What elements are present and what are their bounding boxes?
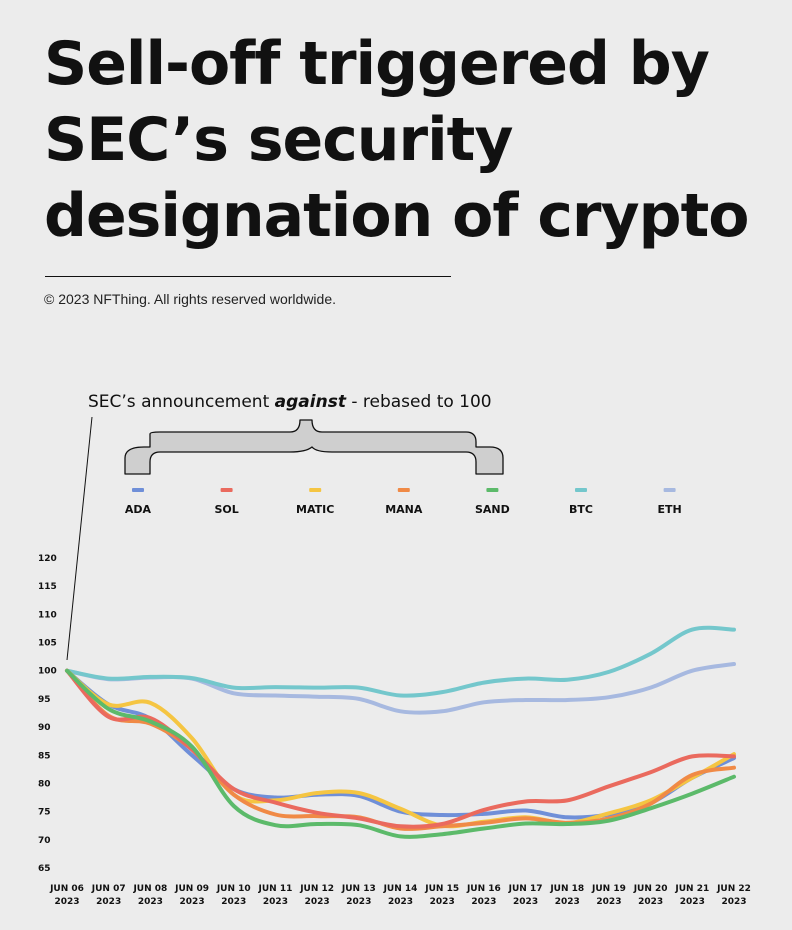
annotation-emphasis: against [275, 392, 347, 412]
x-axis: JUN 06 2023 JUN 07 2023 JUN 08 2023 JUN 09 2023… [49, 884, 751, 907]
legend-swatch [220, 488, 233, 492]
legend-label: SAND [475, 503, 510, 516]
legend-label: ETH [657, 503, 681, 516]
legend-swatch [575, 488, 587, 492]
x-tick-label: JUN 18 2023 [549, 884, 584, 907]
legend-swatch [663, 488, 676, 492]
y-tick-label: 95 [38, 695, 51, 705]
series-line-btc [65, 625, 736, 698]
y-tick-label: 115 [38, 582, 57, 592]
legend-label: MANA [385, 503, 423, 516]
x-tick-label: JUN 16 2023 [466, 884, 501, 907]
x-tick-label: JUN 09 2023 [174, 884, 209, 907]
x-tick-label: JUN 17 2023 [508, 884, 543, 907]
x-tick-label: JUN 13 2023 [341, 884, 376, 907]
y-axis: 65 70 75 80 85 90 95 100 105 110 115 120 [38, 554, 57, 874]
x-tick-label: JUN 21 2023 [674, 884, 709, 907]
series-line-ada [65, 668, 736, 820]
annotation-prefix: SEC’s announcement [88, 392, 275, 412]
y-tick-label: 105 [38, 639, 57, 649]
y-tick-label: 75 [38, 808, 51, 818]
x-tick-label: JUN 08 2023 [132, 884, 167, 907]
series-line-eth [65, 662, 736, 715]
series-line-sand [65, 668, 736, 839]
copyright-notice: © 2023 NFThing. All rights reserved worl… [44, 291, 336, 307]
announcement-annotation: SEC’s announcement against - rebased to … [88, 392, 492, 412]
legend-swatch [132, 488, 144, 492]
legend-label: MATIC [296, 503, 334, 516]
series-line-matic [65, 668, 736, 829]
x-tick-label: JUN 14 2023 [383, 884, 418, 907]
y-tick-label: 85 [38, 751, 51, 761]
x-tick-label: JUN 06 2023 [49, 884, 84, 907]
x-tick-label: JUN 19 2023 [591, 884, 626, 907]
legend-label: SOL [214, 503, 238, 516]
x-tick-label: JUN 10 2023 [216, 884, 251, 907]
series-lines [65, 625, 736, 839]
annotation-leader-line [66, 416, 93, 661]
x-tick-label: JUN 11 2023 [258, 884, 293, 907]
legend-swatch [309, 488, 322, 492]
annotation-suffix: - rebased to 100 [346, 392, 492, 412]
y-tick-label: 120 [38, 554, 57, 564]
legend: ADA SOL MATIC MANA SAND BTC ETH [125, 488, 682, 516]
x-tick-label: JUN 12 2023 [299, 884, 334, 907]
x-tick-label: JUN 07 2023 [91, 884, 126, 907]
y-tick-label: 65 [38, 864, 51, 874]
legend-brace [124, 419, 504, 475]
x-tick-label: JUN 20 2023 [633, 884, 668, 907]
y-tick-label: 100 [38, 667, 57, 677]
legend-swatch [486, 488, 499, 492]
legend-label: BTC [569, 503, 593, 516]
chart-title: Sell-off triggered by SEC’s security des… [44, 29, 749, 251]
legend-swatch [397, 488, 410, 492]
y-tick-label: 80 [38, 779, 51, 789]
y-tick-label: 90 [38, 723, 51, 733]
y-tick-label: 110 [38, 610, 57, 620]
legend-label: ADA [125, 503, 152, 516]
y-tick-label: 70 [38, 836, 51, 846]
title-divider [45, 276, 451, 277]
x-tick-label: JUN 15 2023 [424, 884, 459, 907]
x-tick-label: JUN 22 2023 [716, 884, 751, 907]
